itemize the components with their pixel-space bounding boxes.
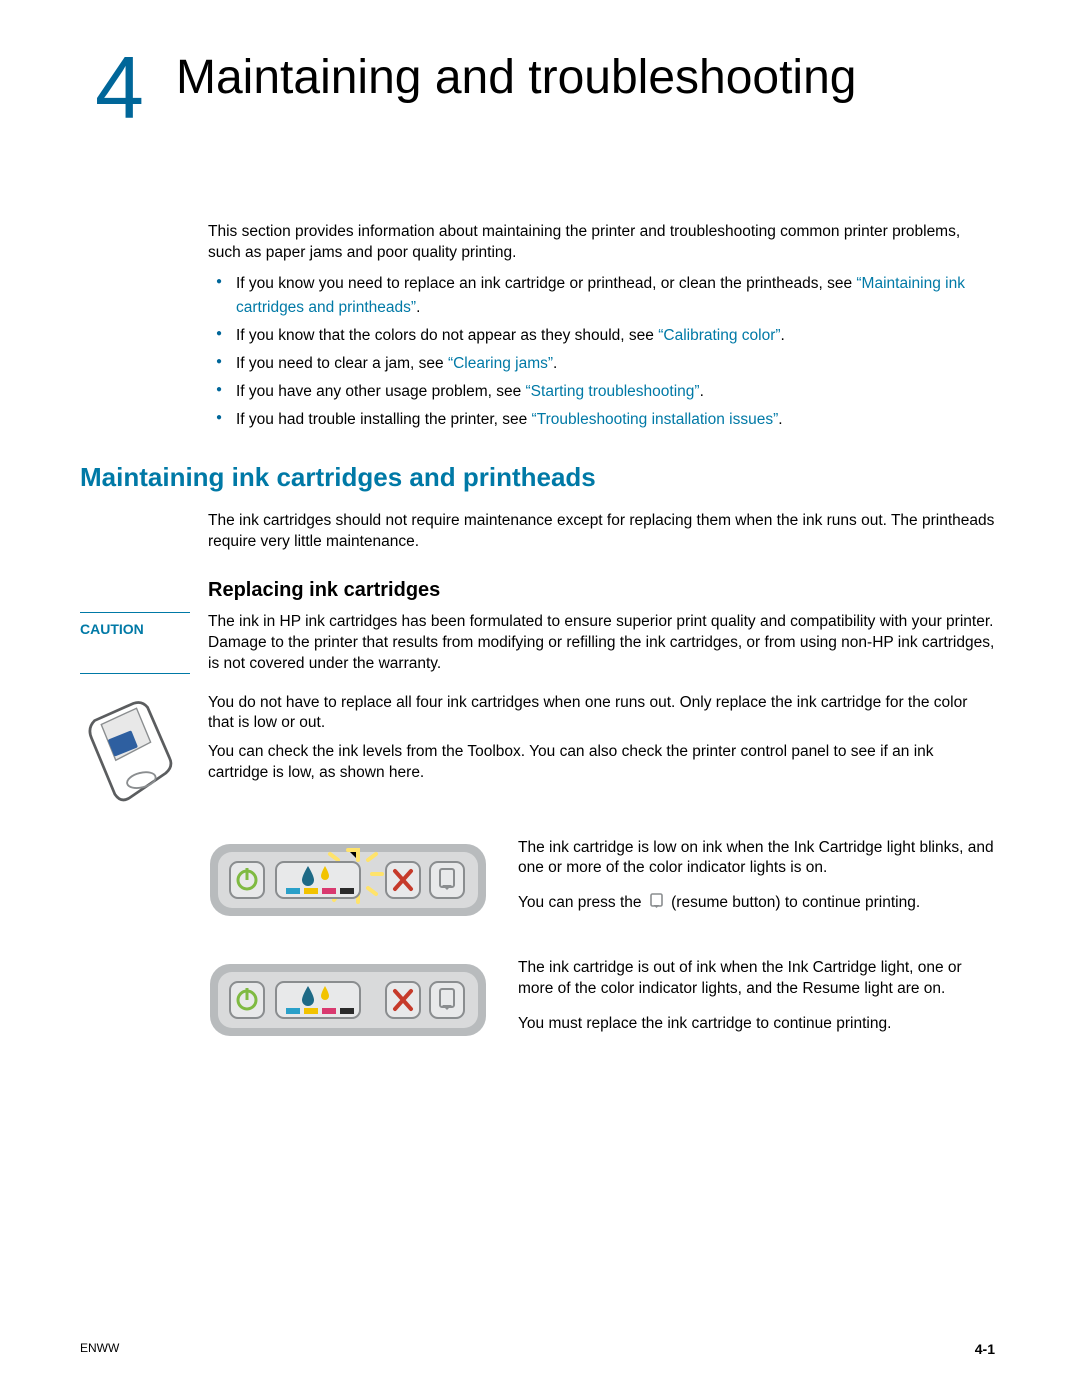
bullet-post: . xyxy=(553,355,557,372)
section2-p2: You can check the ink levels from the To… xyxy=(208,742,995,784)
section-heading-maintaining: Maintaining ink cartridges and printhead… xyxy=(80,462,995,493)
panel2-line1: The ink cartridge is out of ink when the… xyxy=(518,958,995,1000)
list-item: If you have any other usage problem, see… xyxy=(208,380,995,404)
footer-left: ENWW xyxy=(80,1341,119,1357)
bullet-post: . xyxy=(781,327,785,344)
list-item: If you had trouble installing the printe… xyxy=(208,408,995,432)
bullet-post: . xyxy=(700,383,704,400)
bullet-post: . xyxy=(778,411,782,428)
panel2-line2: You must replace the ink cartridge to co… xyxy=(518,1014,995,1035)
section2-p1: You do not have to replace all four ink … xyxy=(208,693,995,735)
link-starting-troubleshooting[interactable]: “Starting troubleshooting” xyxy=(526,383,700,400)
bullet-pre: If you know that the colors do not appea… xyxy=(236,327,658,344)
caution-text: The ink in HP ink cartridges has been fo… xyxy=(208,612,995,675)
link-installation-issues[interactable]: “Troubleshooting installation issues” xyxy=(532,411,779,428)
bullet-pre: If you had trouble installing the printe… xyxy=(236,411,532,428)
resume-icon xyxy=(650,893,663,916)
link-clearing-jams[interactable]: “Clearing jams” xyxy=(448,355,553,372)
list-item: If you know that the colors do not appea… xyxy=(208,324,995,348)
caution-label: CAUTION xyxy=(80,612,190,674)
list-item: If you need to clear a jam, see “Clearin… xyxy=(208,352,995,376)
section-heading-replacing: Replacing ink cartridges xyxy=(208,579,995,602)
bullet-pre: If you need to clear a jam, see xyxy=(236,355,448,372)
bullet-post: . xyxy=(416,299,420,316)
chapter-number: 4 xyxy=(80,44,144,132)
panel1-line1: The ink cartridge is low on ink when the… xyxy=(518,838,995,880)
chapter-title: Maintaining and troubleshooting xyxy=(176,50,856,105)
link-calibrating[interactable]: “Calibrating color” xyxy=(658,327,780,344)
page-number: 4-1 xyxy=(975,1341,995,1357)
list-item: If you know you need to replace an ink c… xyxy=(208,272,995,320)
bullet-pre: If you know you need to replace an ink c… xyxy=(236,275,856,292)
intro-paragraph: This section provides information about … xyxy=(208,222,995,264)
bullet-pre: If you have any other usage problem, see xyxy=(236,383,526,400)
control-panel-low-ink xyxy=(208,838,488,928)
section1-body: The ink cartridges should not require ma… xyxy=(208,511,995,553)
intro-bullet-list: If you know you need to replace an ink c… xyxy=(208,272,995,432)
panel1-line2: You can press the (resume button) to con… xyxy=(518,893,995,916)
control-panel-out-of-ink xyxy=(208,958,488,1048)
ink-cartridge-illustration xyxy=(80,693,190,818)
